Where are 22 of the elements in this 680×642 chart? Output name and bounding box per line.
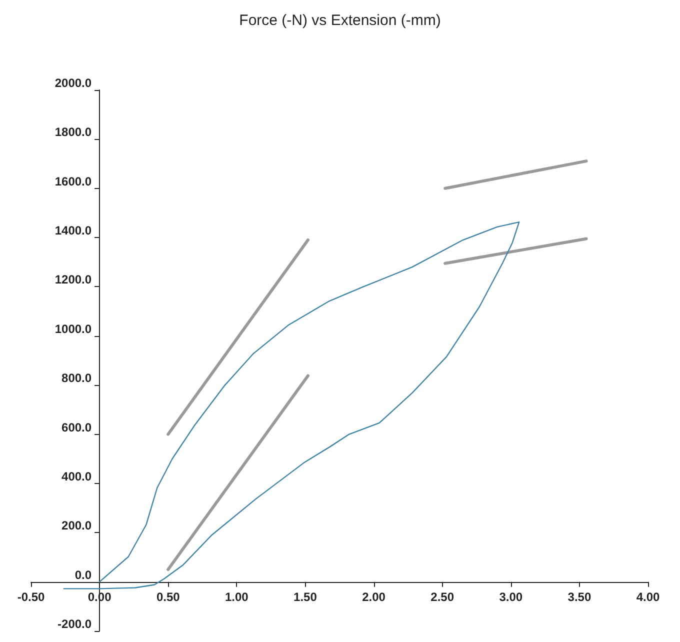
x-tick-label: 2.00: [362, 590, 386, 604]
y-tick-label: -200.0: [58, 617, 92, 631]
x-tick-label: 1.50: [294, 590, 318, 604]
y-tick-label: 200.0: [62, 518, 92, 533]
x-tick-label: 3.00: [499, 590, 523, 604]
y-tick-label: 1600.0: [54, 174, 92, 188]
y-tick-label: 0.0: [74, 568, 92, 582]
x-tick-label: 0.50: [156, 590, 180, 604]
x-tick-label: 1.00: [224, 590, 249, 604]
x-tick-label: 2.50: [430, 590, 454, 604]
y-tick-label: 800.0: [62, 371, 92, 386]
y-tick-label: 400.0: [62, 469, 92, 484]
y-tick-label: 1000.0: [54, 322, 92, 336]
x-tick-label: 4.00: [636, 590, 660, 604]
x-tick-label: -0.50: [17, 590, 45, 604]
y-tick-label: 2000.0: [54, 76, 92, 90]
x-tick-label: 3.50: [568, 590, 592, 604]
y-tick-label: 1200.0: [54, 272, 92, 287]
chart-title: Force (-N) vs Extension (-mm): [239, 12, 441, 29]
y-tick-label: 1400.0: [54, 224, 92, 238]
y-tick-label: 600.0: [62, 420, 92, 434]
y-tick-label: 1800.0: [54, 125, 92, 140]
